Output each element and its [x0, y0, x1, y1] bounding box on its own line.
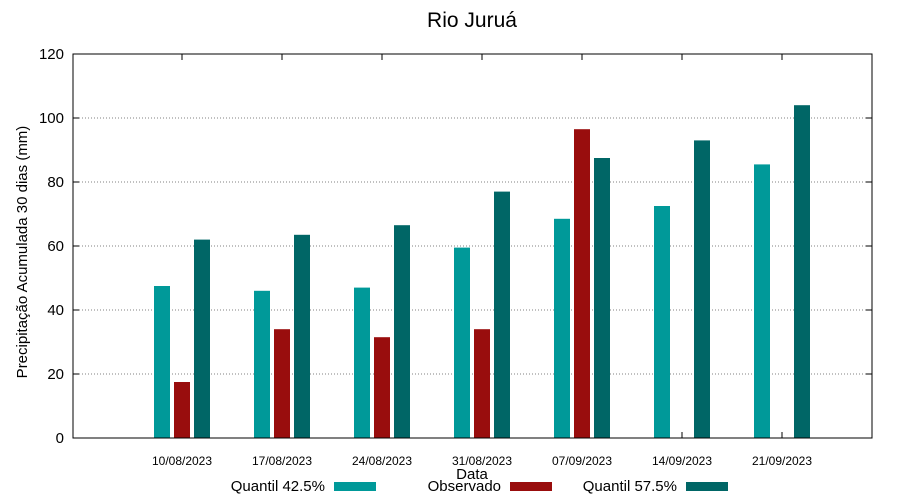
y-tick-label: 120: [39, 46, 64, 63]
grid-lines: [73, 53, 872, 439]
bar-quantil-42-5--5: [654, 206, 670, 438]
legend-label: Quantil 42.5%: [231, 478, 325, 495]
x-tick-labels: 10/08/2023 17/08/2023 24/08/2023 31/08/2023…: [152, 454, 812, 468]
legend-swatch: [334, 482, 376, 491]
y-axis-label: Precipitação Acumulada 30 dias (mm): [14, 126, 31, 379]
bar-quantil-57-5--0: [194, 239, 210, 438]
x-tick-label: 24/08/2023: [352, 454, 412, 468]
legend-label: Observado: [428, 478, 501, 495]
x-tick-label: 10/08/2023: [152, 454, 212, 468]
x-tick-label: 17/08/2023: [252, 454, 312, 468]
bar-quantil-57-5--3: [494, 191, 510, 438]
legend: Quantil 42.5% Observado Quantil 57.5%: [231, 478, 728, 495]
bar-quantil-42-5--2: [354, 287, 370, 438]
bar-observado-0: [174, 382, 190, 438]
bar-observado-1: [274, 329, 290, 438]
x-axis-label: Data: [456, 466, 488, 483]
x-tick-label: 14/09/2023: [652, 454, 712, 468]
bar-quantil-57-5--5: [694, 140, 710, 438]
x-tick-label: 31/08/2023: [452, 454, 512, 468]
legend-label: Quantil 57.5%: [583, 478, 677, 495]
y-tick-label: 60: [47, 238, 64, 255]
legend-swatch: [686, 482, 728, 491]
bar-observado-2: [374, 337, 390, 438]
y-tick-label: 40: [47, 302, 64, 319]
y-tick-label: 80: [47, 174, 64, 191]
bar-quantil-42-5--6: [754, 164, 770, 438]
x-tick-label: 21/09/2023: [752, 454, 812, 468]
chart-title: Rio Juruá: [427, 9, 517, 32]
bars: [154, 105, 810, 438]
legend-swatch: [510, 482, 552, 491]
bar-quantil-42-5--4: [554, 218, 570, 438]
y-tick-label: 100: [39, 110, 64, 127]
bar-quantil-42-5--0: [154, 286, 170, 438]
y-tick-label: 20: [47, 366, 64, 383]
bar-quantil-57-5--4: [594, 158, 610, 438]
x-tick-label: 07/09/2023: [552, 454, 612, 468]
bar-quantil-42-5--3: [454, 247, 470, 438]
bar-observado-4: [574, 129, 590, 438]
y-tick-label: 0: [56, 430, 64, 447]
bar-observado-3: [474, 329, 490, 438]
bar-quantil-57-5--2: [394, 225, 410, 438]
bar-quantil-42-5--1: [254, 290, 270, 438]
plot-frame: [72, 53, 873, 439]
bar-quantil-57-5--1: [294, 234, 310, 438]
y-tick-labels: 0 20 40 60 80 100 120: [39, 46, 64, 447]
bar-quantil-57-5--6: [794, 105, 810, 438]
